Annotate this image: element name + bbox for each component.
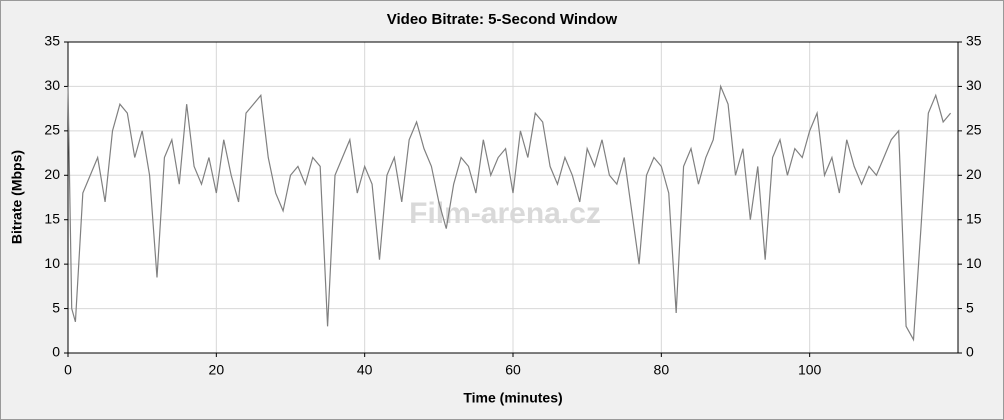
y2-tick-label: 0 [966, 344, 974, 360]
chart-title: Video Bitrate: 5-Second Window [387, 11, 618, 28]
y2-tick-label: 10 [966, 255, 982, 271]
y-tick-label: 15 [44, 210, 60, 226]
y-tick-label: 10 [44, 255, 60, 271]
y2-tick-label: 5 [966, 299, 974, 315]
plot-border [67, 41, 959, 354]
y2-tick-label: 20 [966, 166, 982, 182]
x-tick-label: 60 [505, 362, 521, 378]
y2-tick-label: 25 [966, 122, 982, 138]
y2-tick-label: 30 [966, 77, 982, 93]
bitrate-line [67, 84, 952, 342]
y-tick-label: 20 [44, 166, 60, 182]
y2-tick-label: 35 [966, 33, 982, 49]
x-tick-label: 40 [357, 362, 373, 378]
y-tick-label: 5 [52, 299, 60, 315]
watermark: Film-arena.cz [409, 197, 601, 230]
x-tick-label: 80 [654, 362, 670, 378]
y-tick-label: 35 [44, 33, 60, 49]
x-tick-label: 20 [209, 362, 225, 378]
x-axis-label: Time (minutes) [463, 390, 562, 406]
y-tick-label: 25 [44, 122, 60, 138]
y-tick-label: 0 [52, 344, 60, 360]
y-tick-label: 30 [44, 77, 60, 93]
x-tick-label: 0 [64, 362, 72, 378]
y-axis-label: Bitrate (Mbps) [9, 150, 25, 244]
x-tick-label: 100 [798, 362, 822, 378]
y2-tick-label: 15 [966, 210, 982, 226]
